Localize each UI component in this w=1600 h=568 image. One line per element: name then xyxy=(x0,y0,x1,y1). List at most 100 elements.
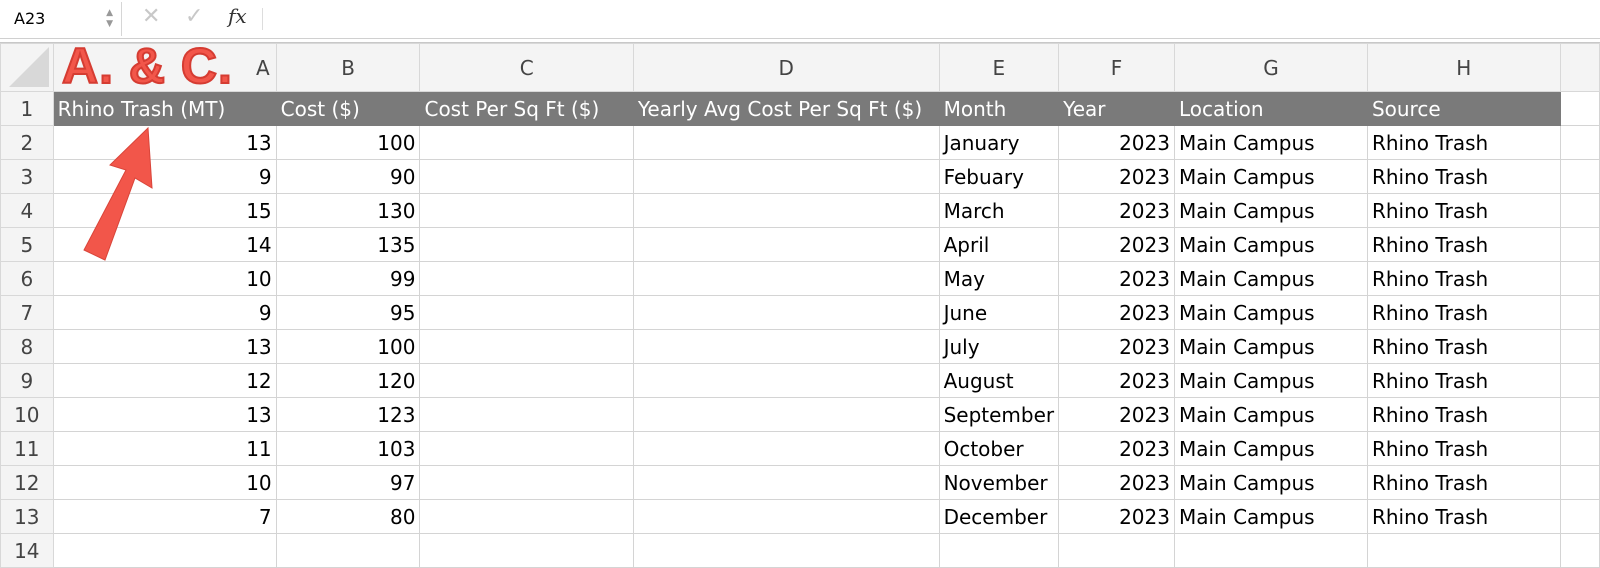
cell[interactable]: 2023 xyxy=(1058,295,1175,330)
cell[interactable] xyxy=(632,465,940,500)
cell[interactable] xyxy=(632,295,940,330)
row-header[interactable]: 11 xyxy=(0,431,54,466)
cell[interactable]: Rhino Trash xyxy=(1366,295,1561,330)
cell[interactable]: 2023 xyxy=(1058,125,1175,160)
cell[interactable] xyxy=(1559,431,1600,466)
cell[interactable]: 97 xyxy=(275,465,421,500)
column-header-d[interactable]: D xyxy=(632,43,940,92)
cell[interactable] xyxy=(632,261,940,296)
cell[interactable]: 99 xyxy=(275,261,421,296)
header-cell[interactable]: Yearly Avg Cost Per Sq Ft ($) xyxy=(632,91,940,126)
row-header[interactable]: 12 xyxy=(0,465,54,500)
row-header[interactable]: 3 xyxy=(0,159,54,194)
column-header-f[interactable]: F xyxy=(1058,43,1175,92)
cell[interactable]: Main Campus xyxy=(1173,397,1368,432)
column-header-b[interactable]: B xyxy=(275,43,421,92)
cell[interactable] xyxy=(938,533,1060,568)
cell[interactable]: March xyxy=(938,193,1060,228)
cell[interactable]: 2023 xyxy=(1058,227,1175,262)
cell[interactable]: Febuary xyxy=(938,159,1060,194)
cell[interactable]: December xyxy=(938,499,1060,534)
cell[interactable]: Rhino Trash xyxy=(1366,397,1561,432)
cell[interactable] xyxy=(52,533,277,568)
header-cell[interactable]: Rhino Trash (MT) xyxy=(52,91,277,126)
cell[interactable]: January xyxy=(938,125,1060,160)
select-all-button[interactable] xyxy=(0,43,54,92)
cell[interactable] xyxy=(632,227,940,262)
cell[interactable]: Rhino Trash xyxy=(1366,499,1561,534)
cell[interactable]: May xyxy=(938,261,1060,296)
cancel-icon[interactable]: ✕ xyxy=(142,4,161,29)
cell[interactable]: 2023 xyxy=(1058,159,1175,194)
cell[interactable] xyxy=(1058,533,1175,568)
fx-icon[interactable]: fx xyxy=(228,4,247,28)
row-header[interactable]: 2 xyxy=(0,125,54,160)
row-header[interactable]: 10 xyxy=(0,397,54,432)
column-header-c[interactable]: C xyxy=(419,43,634,92)
cell[interactable]: Rhino Trash xyxy=(1366,431,1561,466)
cell[interactable]: 2023 xyxy=(1058,193,1175,228)
header-cell[interactable]: Month xyxy=(938,91,1060,126)
header-cell[interactable]: Year xyxy=(1058,91,1175,126)
cell[interactable] xyxy=(632,397,940,432)
cell[interactable]: August xyxy=(938,363,1060,398)
cell[interactable] xyxy=(632,431,940,466)
row-header[interactable]: 9 xyxy=(0,363,54,398)
cell[interactable]: 2023 xyxy=(1058,431,1175,466)
cell[interactable]: 13 xyxy=(52,125,277,160)
row-header[interactable]: 6 xyxy=(0,261,54,296)
cell[interactable]: Main Campus xyxy=(1173,193,1368,228)
cell[interactable]: Main Campus xyxy=(1173,465,1368,500)
row-header[interactable]: 5 xyxy=(0,227,54,262)
row-header[interactable]: 8 xyxy=(0,329,54,364)
column-header-a[interactable]: A xyxy=(52,43,277,92)
cell[interactable]: 10 xyxy=(52,465,277,500)
cell[interactable]: 123 xyxy=(275,397,421,432)
cell[interactable] xyxy=(419,329,634,364)
header-cell[interactable]: Location xyxy=(1173,91,1368,126)
cell[interactable]: Rhino Trash xyxy=(1366,227,1561,262)
row-header[interactable]: 13 xyxy=(0,499,54,534)
cell[interactable]: 2023 xyxy=(1058,397,1175,432)
cell[interactable]: Main Campus xyxy=(1173,261,1368,296)
header-cell[interactable]: Cost Per Sq Ft ($) xyxy=(419,91,634,126)
row-header[interactable]: 1 xyxy=(0,91,54,126)
cell[interactable] xyxy=(419,159,634,194)
cell[interactable]: 9 xyxy=(52,159,277,194)
cell[interactable]: 2023 xyxy=(1058,363,1175,398)
cell[interactable]: 7 xyxy=(52,499,277,534)
cell[interactable]: 130 xyxy=(275,193,421,228)
cell[interactable]: Main Campus xyxy=(1173,431,1368,466)
column-header-e[interactable]: E xyxy=(938,43,1060,92)
name-box-spinner-icon[interactable]: ▲ ▼ xyxy=(106,8,113,29)
column-header-next[interactable] xyxy=(1559,43,1600,92)
cell[interactable] xyxy=(1559,159,1600,194)
cell[interactable]: Main Campus xyxy=(1173,125,1368,160)
cell[interactable] xyxy=(1559,125,1600,160)
row-header[interactable]: 14 xyxy=(0,533,54,568)
cell[interactable]: November xyxy=(938,465,1060,500)
cell[interactable] xyxy=(1559,499,1600,534)
cell[interactable]: 13 xyxy=(52,397,277,432)
row-header[interactable]: 7 xyxy=(0,295,54,330)
cell[interactable] xyxy=(419,465,634,500)
cell[interactable] xyxy=(1559,363,1600,398)
cell[interactable]: 80 xyxy=(275,499,421,534)
cell[interactable] xyxy=(275,533,421,568)
cell[interactable]: September xyxy=(938,397,1060,432)
cell[interactable] xyxy=(419,227,634,262)
cell[interactable] xyxy=(1173,533,1368,568)
cell[interactable] xyxy=(1559,295,1600,330)
confirm-icon[interactable]: ✓ xyxy=(185,4,204,29)
cell[interactable] xyxy=(1559,261,1600,296)
cell[interactable]: 10 xyxy=(52,261,277,296)
cell[interactable]: 120 xyxy=(275,363,421,398)
cell[interactable]: Main Campus xyxy=(1173,227,1368,262)
cell[interactable]: April xyxy=(938,227,1060,262)
cell[interactable]: Main Campus xyxy=(1173,499,1368,534)
cell[interactable] xyxy=(1559,227,1600,262)
cell[interactable]: 9 xyxy=(52,295,277,330)
cell[interactable]: 135 xyxy=(275,227,421,262)
cell[interactable] xyxy=(632,159,940,194)
cell[interactable]: 15 xyxy=(52,193,277,228)
